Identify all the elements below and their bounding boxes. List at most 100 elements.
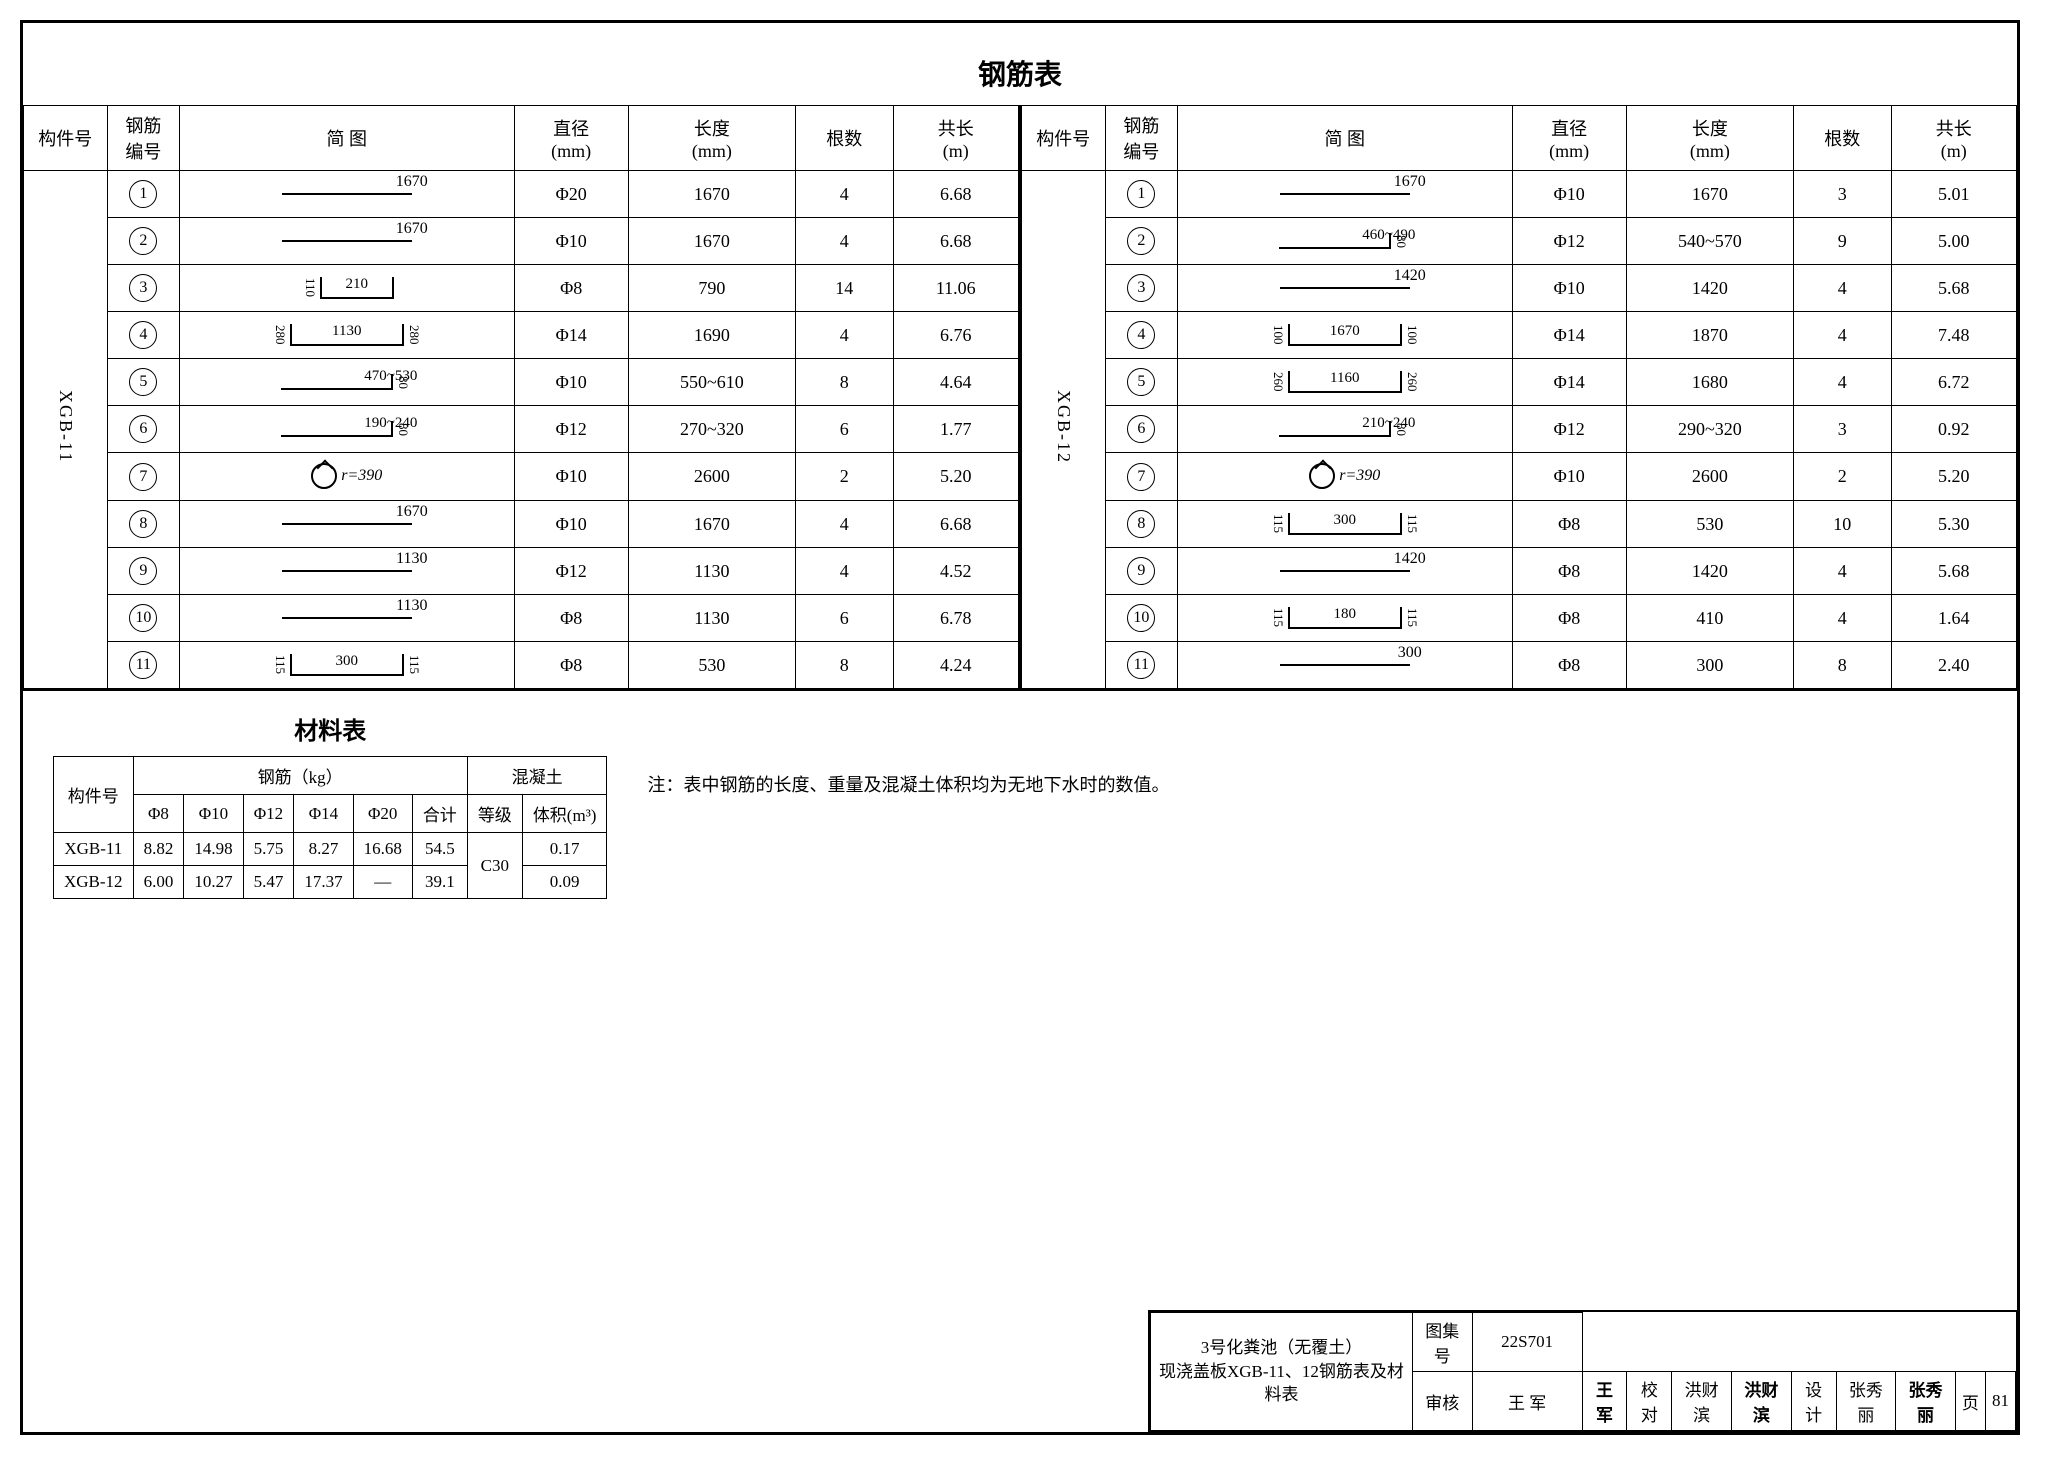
rebar-sketch: 110210 bbox=[180, 265, 514, 312]
h-rebar-no: 钢筋 编号 bbox=[107, 106, 179, 171]
mat-sum: 54.5 bbox=[412, 833, 467, 866]
rebar-dia: Φ8 bbox=[1512, 595, 1626, 642]
mat-component: XGB-11 bbox=[54, 833, 134, 866]
note-text: 注：表中钢筋的长度、重量及混凝土体积均为无地下水时的数值。 bbox=[647, 771, 1169, 899]
rebar-sketch: 2801130280 bbox=[180, 312, 514, 359]
rebar-count: 4 bbox=[1794, 595, 1892, 642]
rebar-dia: Φ8 bbox=[514, 595, 628, 642]
rebar-length: 1130 bbox=[628, 548, 795, 595]
mat-h-d14: Φ14 bbox=[294, 795, 353, 833]
rebar-total: 7.48 bbox=[1891, 312, 2016, 359]
h-dia: 直径 (mm) bbox=[514, 106, 628, 171]
rebar-sketch: 1670 bbox=[180, 218, 514, 265]
rebar-sketch: 1130 bbox=[180, 548, 514, 595]
tb-page: 81 bbox=[1985, 1372, 2015, 1431]
rebar-length: 1870 bbox=[1626, 312, 1793, 359]
tb-check-sig: 王军 bbox=[1582, 1372, 1627, 1431]
rebar-row: 7 r=390 Φ10 2600 2 5.20 bbox=[1022, 453, 2017, 501]
rebar-row: 8 1670 Φ10 1670 4 6.68 bbox=[24, 501, 1019, 548]
rebar-row: 11 300 Φ8 300 8 2.40 bbox=[1022, 642, 2017, 689]
rebar-row: 3 110210 Φ8 790 14 11.06 bbox=[24, 265, 1019, 312]
rebar-index: 11 bbox=[107, 642, 179, 689]
title-block: 3号化粪池（无覆土） 现浇盖板XGB-11、12钢筋表及材料表 图集号 22S7… bbox=[1148, 1310, 2018, 1433]
rebar-total: 5.20 bbox=[1891, 453, 2016, 501]
h-total: 共长 (m) bbox=[893, 106, 1018, 171]
mat-d20: — bbox=[353, 866, 412, 899]
rebar-row: XGB-11 1 1670 Φ20 1670 4 6.68 bbox=[24, 171, 1019, 218]
rebar-sketch: 1670 bbox=[180, 171, 514, 218]
mat-d12: 5.75 bbox=[243, 833, 294, 866]
mat-d10: 14.98 bbox=[184, 833, 243, 866]
mat-h-d8: Φ8 bbox=[133, 795, 184, 833]
rebar-dia: Φ8 bbox=[1512, 642, 1626, 689]
rebar-dia: Φ8 bbox=[514, 265, 628, 312]
rebar-sketch: 460~49080 bbox=[1178, 218, 1512, 265]
rebar-index: 10 bbox=[1105, 595, 1177, 642]
rebar-length: 1690 bbox=[628, 312, 795, 359]
rebar-sketch: 115180115 bbox=[1178, 595, 1512, 642]
rebar-length: 1670 bbox=[628, 501, 795, 548]
rebar-total: 4.64 bbox=[893, 359, 1018, 406]
rebar-total: 1.64 bbox=[1891, 595, 2016, 642]
rebar-index: 3 bbox=[1105, 265, 1177, 312]
tb-design: 张秀丽 bbox=[1836, 1372, 1896, 1431]
h-total: 共长 (m) bbox=[1891, 106, 2016, 171]
mat-d8: 6.00 bbox=[133, 866, 184, 899]
rebar-count: 2 bbox=[1794, 453, 1892, 501]
mat-d10: 10.27 bbox=[184, 866, 243, 899]
rebar-index: 1 bbox=[1105, 171, 1177, 218]
tb-design-sig: 张秀丽 bbox=[1896, 1372, 1956, 1431]
rebar-sketch: 2601160260 bbox=[1178, 359, 1512, 406]
rebar-row: 5 2601160260 Φ14 1680 4 6.72 bbox=[1022, 359, 2017, 406]
rebar-count: 4 bbox=[796, 548, 894, 595]
rebar-sketch: 300 bbox=[1178, 642, 1512, 689]
rebar-dia: Φ14 bbox=[514, 312, 628, 359]
rebar-length: 2600 bbox=[628, 453, 795, 501]
rebar-table-left: 构件号 钢筋 编号 简 图 直径 (mm) 长度 (mm) 根数 共长 (m) … bbox=[23, 105, 1019, 689]
rebar-index: 8 bbox=[107, 501, 179, 548]
rebar-sketch: r=390 bbox=[1178, 453, 1512, 501]
rebar-total: 6.78 bbox=[893, 595, 1018, 642]
rebar-count: 14 bbox=[796, 265, 894, 312]
rebar-count: 9 bbox=[1794, 218, 1892, 265]
rebar-length: 1670 bbox=[628, 171, 795, 218]
mat-d14: 8.27 bbox=[294, 833, 353, 866]
rebar-sketch: 190~24080 bbox=[180, 406, 514, 453]
rebar-index: 1 bbox=[107, 171, 179, 218]
rebar-index: 7 bbox=[1105, 453, 1177, 501]
mat-grade: C30 bbox=[467, 833, 522, 899]
tb-page-lbl: 页 bbox=[1955, 1372, 1985, 1431]
rebar-length: 270~320 bbox=[628, 406, 795, 453]
rebar-length: 1670 bbox=[1626, 171, 1793, 218]
rebar-row: 5 470~53080 Φ10 550~610 8 4.64 bbox=[24, 359, 1019, 406]
rebar-count: 6 bbox=[796, 595, 894, 642]
rebar-count: 4 bbox=[1794, 265, 1892, 312]
rebar-row: 10 1130 Φ8 1130 6 6.78 bbox=[24, 595, 1019, 642]
h-count: 根数 bbox=[1794, 106, 1892, 171]
tb-design-lbl: 设计 bbox=[1791, 1372, 1836, 1431]
rebar-total: 5.20 bbox=[893, 453, 1018, 501]
tb-title: 3号化粪池（无覆土） 现浇盖板XGB-11、12钢筋表及材料表 bbox=[1151, 1313, 1413, 1431]
rebar-count: 3 bbox=[1794, 171, 1892, 218]
rebar-sketch: 115300115 bbox=[1178, 501, 1512, 548]
rebar-table-right: 构件号 钢筋 编号 简 图 直径 (mm) 长度 (mm) 根数 共长 (m) … bbox=[1021, 105, 2017, 689]
rebar-row: 3 1420 Φ10 1420 4 5.68 bbox=[1022, 265, 2017, 312]
rebar-sketch: 1670 bbox=[180, 501, 514, 548]
rebar-row: 11 115300115 Φ8 530 8 4.24 bbox=[24, 642, 1019, 689]
rebar-dia: Φ8 bbox=[1512, 548, 1626, 595]
mat-d8: 8.82 bbox=[133, 833, 184, 866]
rebar-row: 7 r=390 Φ10 2600 2 5.20 bbox=[24, 453, 1019, 501]
rebar-total: 5.30 bbox=[1891, 501, 2016, 548]
rebar-total: 4.24 bbox=[893, 642, 1018, 689]
rebar-count: 4 bbox=[796, 501, 894, 548]
rebar-dia: Φ10 bbox=[514, 359, 628, 406]
mat-d12: 5.47 bbox=[243, 866, 294, 899]
rebar-index: 3 bbox=[107, 265, 179, 312]
h-sketch: 简 图 bbox=[1178, 106, 1512, 171]
h-component: 构件号 bbox=[24, 106, 108, 171]
rebar-length: 1670 bbox=[628, 218, 795, 265]
rebar-sketch: 1130 bbox=[180, 595, 514, 642]
rebar-dia: Φ10 bbox=[514, 453, 628, 501]
rebar-dia: Φ10 bbox=[514, 501, 628, 548]
rebar-count: 6 bbox=[796, 406, 894, 453]
